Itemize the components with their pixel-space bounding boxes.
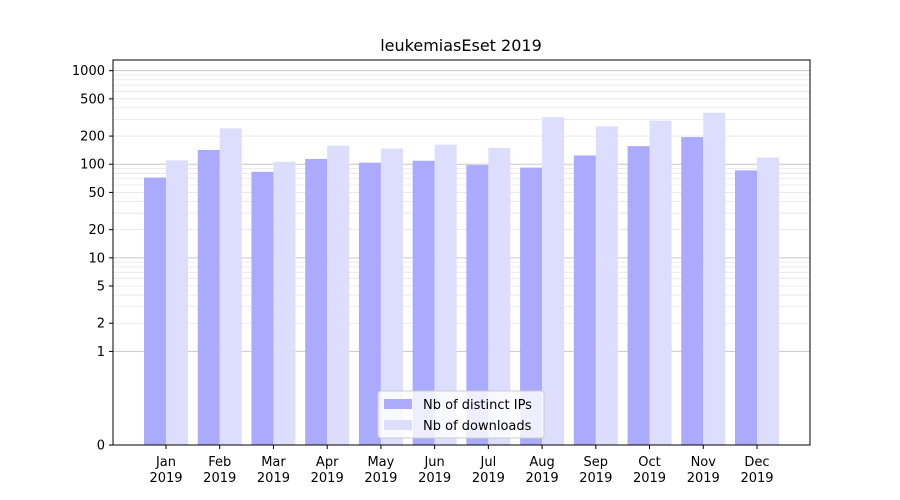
x-tick-label-month: Dec bbox=[744, 455, 769, 470]
bar-distinct-ips-mar bbox=[251, 171, 274, 445]
plot-frame bbox=[112, 59, 811, 446]
x-tick-label-month: Oct bbox=[638, 455, 660, 470]
y-tick-label: 200 bbox=[80, 130, 105, 145]
y-tick-label: 10 bbox=[88, 251, 105, 266]
bar-distinct-ips-jun bbox=[412, 160, 435, 446]
y-tick-label: 50 bbox=[88, 186, 105, 201]
x-tick-label-year: 2019 bbox=[633, 471, 666, 486]
x-tick-label-month: Feb bbox=[208, 455, 231, 470]
bar-distinct-ips-feb bbox=[197, 149, 220, 445]
x-tick-label-year: 2019 bbox=[526, 471, 559, 486]
x-tick-label-year: 2019 bbox=[472, 471, 505, 486]
bar-distinct-ips-aug bbox=[520, 167, 543, 445]
bar-distinct-ips-dec bbox=[735, 170, 757, 445]
legend-swatch bbox=[384, 399, 412, 409]
legend-box bbox=[377, 390, 545, 439]
bar-downloads-jan bbox=[166, 160, 188, 445]
bar-distinct-ips-apr bbox=[305, 158, 328, 446]
y-tick-label: 1000 bbox=[72, 64, 105, 79]
y-tick-label: 1 bbox=[97, 345, 105, 360]
bar-distinct-ips-may bbox=[358, 162, 381, 445]
x-tick-label-year: 2019 bbox=[203, 471, 236, 486]
y-tick-label: 100 bbox=[80, 158, 105, 173]
x-tick-label-month: May bbox=[367, 455, 394, 470]
bar-downloads-aug bbox=[542, 117, 565, 445]
bar-distinct-ips-jul bbox=[466, 165, 489, 445]
x-tick-label-month: Aug bbox=[529, 455, 554, 470]
legend-label: Nb of downloads bbox=[423, 419, 532, 434]
x-tick-label-year: 2019 bbox=[257, 471, 290, 486]
bar-downloads-jul bbox=[488, 147, 511, 445]
x-tick-label-month: Jan bbox=[155, 455, 176, 470]
legend-swatch bbox=[384, 420, 412, 430]
bar-downloads-mar bbox=[273, 161, 296, 445]
legend-label: Nb of distinct IPs bbox=[423, 398, 532, 413]
y-tick-label: 500 bbox=[80, 92, 105, 107]
bar-distinct-ips-jan bbox=[144, 177, 166, 446]
x-tick-label-month: Nov bbox=[691, 455, 717, 470]
bars bbox=[144, 112, 779, 446]
x-tick-label-month: Sep bbox=[584, 455, 609, 470]
axes: 01251020501002005001000Jan2019Feb2019Mar… bbox=[72, 59, 811, 486]
y-tick-label: 2 bbox=[97, 317, 105, 332]
x-tick-label-month: Jun bbox=[423, 455, 444, 470]
x-tick-label-year: 2019 bbox=[740, 471, 773, 486]
bar-distinct-ips-nov bbox=[681, 137, 704, 445]
y-tick-label: 5 bbox=[97, 280, 105, 295]
x-tick-label-month: Jul bbox=[480, 455, 497, 470]
legend: Nb of distinct IPs Nb of downloads bbox=[377, 390, 545, 439]
x-tick-label-month: Mar bbox=[261, 455, 286, 470]
bar-downloads-sep bbox=[595, 126, 618, 445]
bar-downloads-may bbox=[380, 148, 403, 445]
x-tick-label-year: 2019 bbox=[687, 471, 720, 486]
chart-title: leukemiasEset 2019 bbox=[380, 36, 542, 55]
x-tick-label-month: Apr bbox=[316, 455, 339, 470]
bar-downloads-dec bbox=[757, 157, 779, 445]
bar-distinct-ips-oct bbox=[627, 146, 650, 445]
bar-downloads-jun bbox=[434, 144, 457, 445]
x-tick-label-year: 2019 bbox=[579, 471, 612, 486]
x-tick-label-year: 2019 bbox=[311, 471, 344, 486]
y-tick-label: 0 bbox=[97, 439, 105, 454]
y-tick-label: 20 bbox=[88, 223, 105, 238]
bar-downloads-oct bbox=[649, 120, 672, 445]
x-tick-label-year: 2019 bbox=[364, 471, 397, 486]
x-tick-label-year: 2019 bbox=[418, 471, 451, 486]
bar-downloads-nov bbox=[703, 112, 726, 445]
bar-downloads-feb bbox=[219, 128, 242, 445]
x-tick-label-year: 2019 bbox=[149, 471, 182, 486]
bar-distinct-ips-sep bbox=[573, 155, 596, 445]
bar-downloads-apr bbox=[327, 145, 350, 445]
